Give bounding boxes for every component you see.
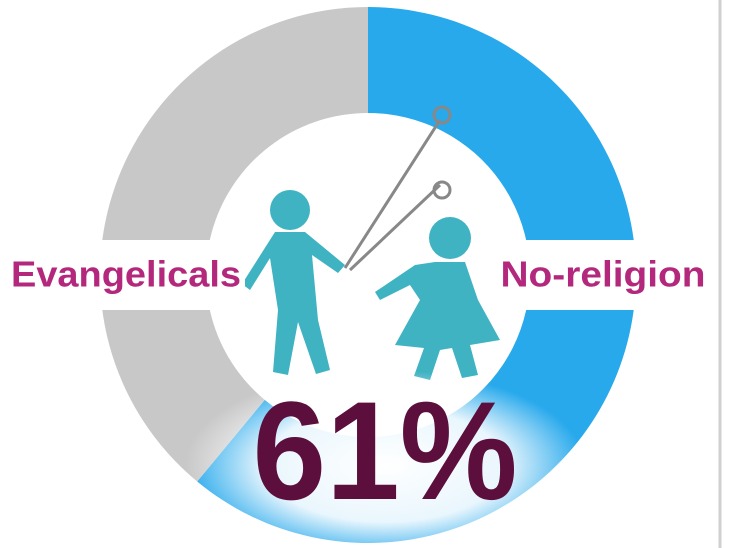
segment-label: Evangelicals [11, 254, 241, 295]
label-glow [185, 370, 585, 548]
segment-label: No-religion [501, 254, 706, 295]
donut-segment [99, 7, 368, 482]
label-backing [0, 240, 245, 310]
figures [242, 190, 500, 380]
label-backing [492, 240, 714, 310]
value-label: 61% [253, 372, 518, 529]
scissors [343, 105, 452, 272]
